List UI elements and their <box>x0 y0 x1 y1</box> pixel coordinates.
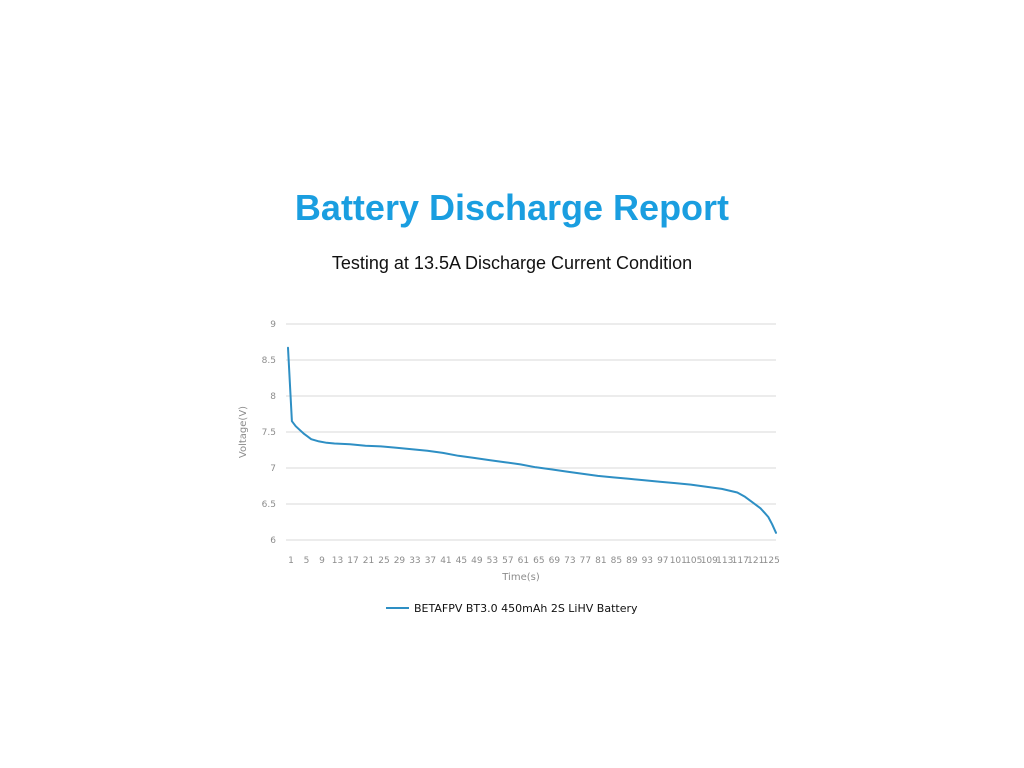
x-tick-label: 97 <box>657 556 668 566</box>
x-tick-label: 49 <box>471 556 483 566</box>
x-tick-label: 5 <box>304 556 310 566</box>
y-axis-label: Voltage(V) <box>238 406 249 458</box>
y-tick-label: 9 <box>270 320 276 330</box>
x-tick-label: 81 <box>595 556 606 566</box>
x-tick-label: 57 <box>502 556 513 566</box>
x-tick-label: 41 <box>440 556 451 566</box>
x-tick-label: 29 <box>394 556 406 566</box>
y-tick-label: 7.5 <box>262 428 276 438</box>
y-tick-label: 8 <box>270 392 276 402</box>
x-tick-label: 9 <box>319 556 325 566</box>
y-tick-label: 6 <box>270 536 276 546</box>
report-title: Battery Discharge Report <box>294 187 730 228</box>
x-tick-label: 109 <box>701 556 718 566</box>
x-tick-label: 69 <box>549 556 561 566</box>
x-tick-label: 53 <box>487 556 498 566</box>
x-tick-label: 89 <box>626 556 638 566</box>
x-tick-label: 65 <box>533 556 544 566</box>
x-tick-label: 93 <box>642 556 653 566</box>
x-axis-ticks: 1 5 9 13 17 21 25 29 33 37 41 45 49 53 57 61 65 69 73 77 81 8… <box>288 556 780 566</box>
legend: BETAFPV BT3.0 450mAh 2S LiHV Battery <box>386 602 638 615</box>
x-tick-label: 85 <box>611 556 622 566</box>
x-tick-label: 117 <box>732 556 749 566</box>
y-tick-label: 6.5 <box>262 500 276 510</box>
legend-label: BETAFPV BT3.0 450mAh 2S LiHV Battery <box>414 602 638 615</box>
x-tick-label: 121 <box>747 556 764 566</box>
x-tick-label: 25 <box>378 556 389 566</box>
x-axis-label: Time(s) <box>501 572 540 583</box>
grid-lines <box>286 323 776 541</box>
y-tick-label: 7 <box>270 464 276 474</box>
x-tick-label: 105 <box>685 556 702 566</box>
x-tick-label: 17 <box>347 556 358 566</box>
x-tick-label: 13 <box>332 556 343 566</box>
series-lines <box>287 346 777 534</box>
x-tick-label: 45 <box>456 556 467 566</box>
y-axis-ticks: 6 6.5 7 7.5 8 8.5 9 <box>262 320 277 546</box>
report-subtitle: Testing at 13.5A Discharge Current Condi… <box>331 253 693 273</box>
x-tick-label: 33 <box>409 556 420 566</box>
x-tick-label: 113 <box>716 556 733 566</box>
x-tick-label: 21 <box>363 556 374 566</box>
x-tick-label: 1 <box>288 556 294 566</box>
x-tick-label: 73 <box>564 556 575 566</box>
x-tick-label: 37 <box>425 556 436 566</box>
y-tick-label: 8.5 <box>262 356 276 366</box>
x-tick-label: 125 <box>763 556 780 566</box>
series-line <box>287 346 777 534</box>
x-tick-label: 61 <box>518 556 529 566</box>
x-tick-label: 77 <box>580 556 591 566</box>
x-tick-label: 101 <box>670 556 687 566</box>
